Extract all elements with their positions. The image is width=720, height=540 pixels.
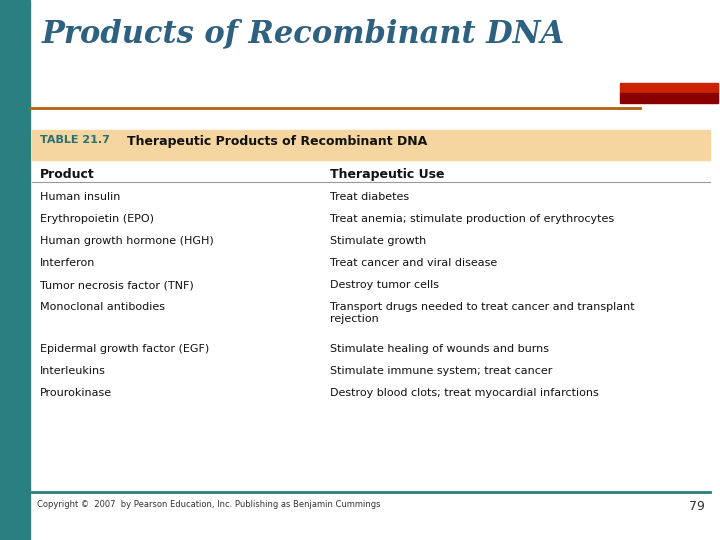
Text: Stimulate growth: Stimulate growth [330,236,426,246]
Text: Human insulin: Human insulin [40,192,120,202]
Text: Stimulate healing of wounds and burns: Stimulate healing of wounds and burns [330,344,549,354]
Text: TABLE 21.7: TABLE 21.7 [40,135,110,145]
Text: Destroy blood clots; treat myocardial infarctions: Destroy blood clots; treat myocardial in… [330,388,599,398]
Text: Treat cancer and viral disease: Treat cancer and viral disease [330,258,498,268]
Text: Prourokinase: Prourokinase [40,388,112,398]
Text: Copyright ©  2007  by Pearson Education, Inc. Publishing as Benjamin Cummings: Copyright © 2007 by Pearson Education, I… [37,500,380,509]
Bar [32,130,710,160]
Text: Epidermal growth factor (EGF): Epidermal growth factor (EGF) [40,344,210,354]
Bar [620,93,718,103]
Text: Interferon: Interferon [40,258,95,268]
Text: Destroy tumor cells: Destroy tumor cells [330,280,439,290]
Text: Erythropoietin (EPO): Erythropoietin (EPO) [40,214,154,224]
Text: Human growth hormone (HGH): Human growth hormone (HGH) [40,236,214,246]
Text: Treat diabetes: Treat diabetes [330,192,409,202]
Text: Therapeutic Products of Recombinant DNA: Therapeutic Products of Recombinant DNA [127,135,427,148]
Text: Tumor necrosis factor (TNF): Tumor necrosis factor (TNF) [40,280,194,290]
Text: Interleukins: Interleukins [40,366,106,376]
Text: Monoclonal antibodies: Monoclonal antibodies [40,302,165,312]
Bar [0,0,30,540]
Text: 79: 79 [689,500,705,513]
Text: Therapeutic Use: Therapeutic Use [330,168,444,181]
Text: Products of Recombinant DNA: Products of Recombinant DNA [42,18,565,49]
Text: Treat anemia; stimulate production of erythrocytes: Treat anemia; stimulate production of er… [330,214,614,224]
Text: Transport drugs needed to treat cancer and transplant
rejection: Transport drugs needed to treat cancer a… [330,302,634,325]
Text: Product: Product [40,168,95,181]
Text: Stimulate immune system; treat cancer: Stimulate immune system; treat cancer [330,366,552,376]
Bar [620,83,718,93]
